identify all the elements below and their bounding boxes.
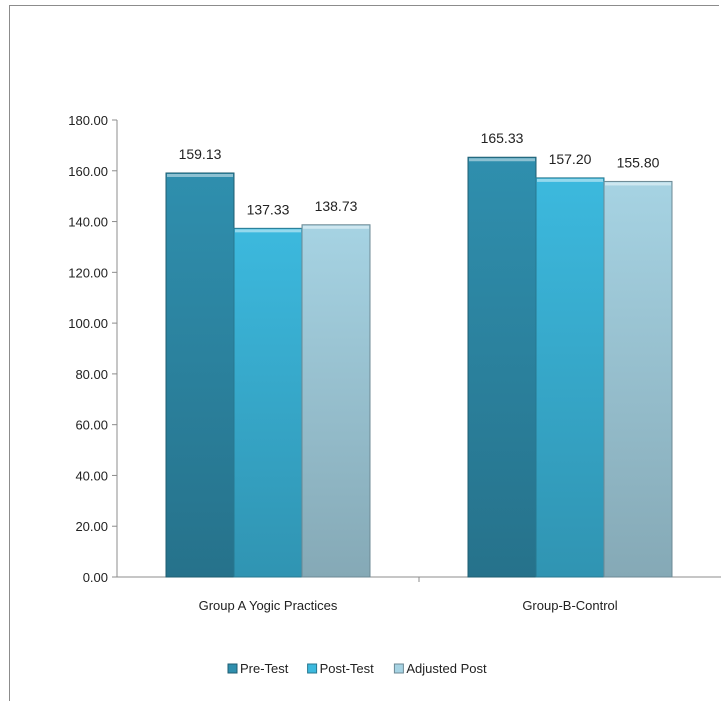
y-tick-label: 120.00 [68,265,108,280]
legend-label: Pre-Test [240,661,289,676]
legend-label: Adjusted Post [406,661,487,676]
bar-adjusted-post [603,180,673,578]
bars [165,156,673,578]
y-tick-label: 0.00 [83,570,108,585]
bar-top-highlight [167,173,233,177]
bar-top-highlight [303,225,369,229]
axes: 0.00 20.00 40.00 60.00 80.00 100.00 120.00 140.… [68,113,721,613]
data-label: 159.13 [179,146,222,162]
data-label: 137.33 [247,201,290,217]
y-tick-label: 20.00 [75,519,108,534]
bar-adjusted-post [301,224,371,578]
chart-frame [9,5,719,701]
data-label: 157.20 [549,151,592,167]
bar-pre-test [165,172,235,578]
y-tick-label: 40.00 [75,468,108,483]
x-category-label: Group A Yogic Practices [199,598,338,613]
y-tick-label: 100.00 [68,316,108,331]
y-tick-label: 160.00 [68,164,108,179]
data-labels: 159.13 137.33 138.73 165.33 157.20 155.80 [179,130,660,217]
y-tick-label: 60.00 [75,418,108,433]
bar-top-highlight [537,178,603,182]
legend: Pre-Test Post-Test Adjusted Post [227,661,487,676]
data-label: 138.73 [315,198,358,214]
bar-post-test [535,177,605,578]
bar-pre-test [467,156,537,578]
data-label: 165.33 [481,130,524,146]
legend-label: Post-Test [320,661,375,676]
legend-swatch [307,663,318,674]
y-tick-label: 80.00 [75,367,108,382]
bar-top-highlight [605,182,671,186]
bar-top-highlight [469,158,535,162]
bar-top-highlight [235,229,301,233]
bar-post-test [233,227,303,578]
data-label: 155.80 [617,154,660,170]
legend-swatch [227,663,238,674]
y-tick-label: 140.00 [68,215,108,230]
x-category-label: Group-B-Control [522,598,617,613]
legend-swatch [393,663,404,674]
y-tick-label: 180.00 [68,113,108,128]
